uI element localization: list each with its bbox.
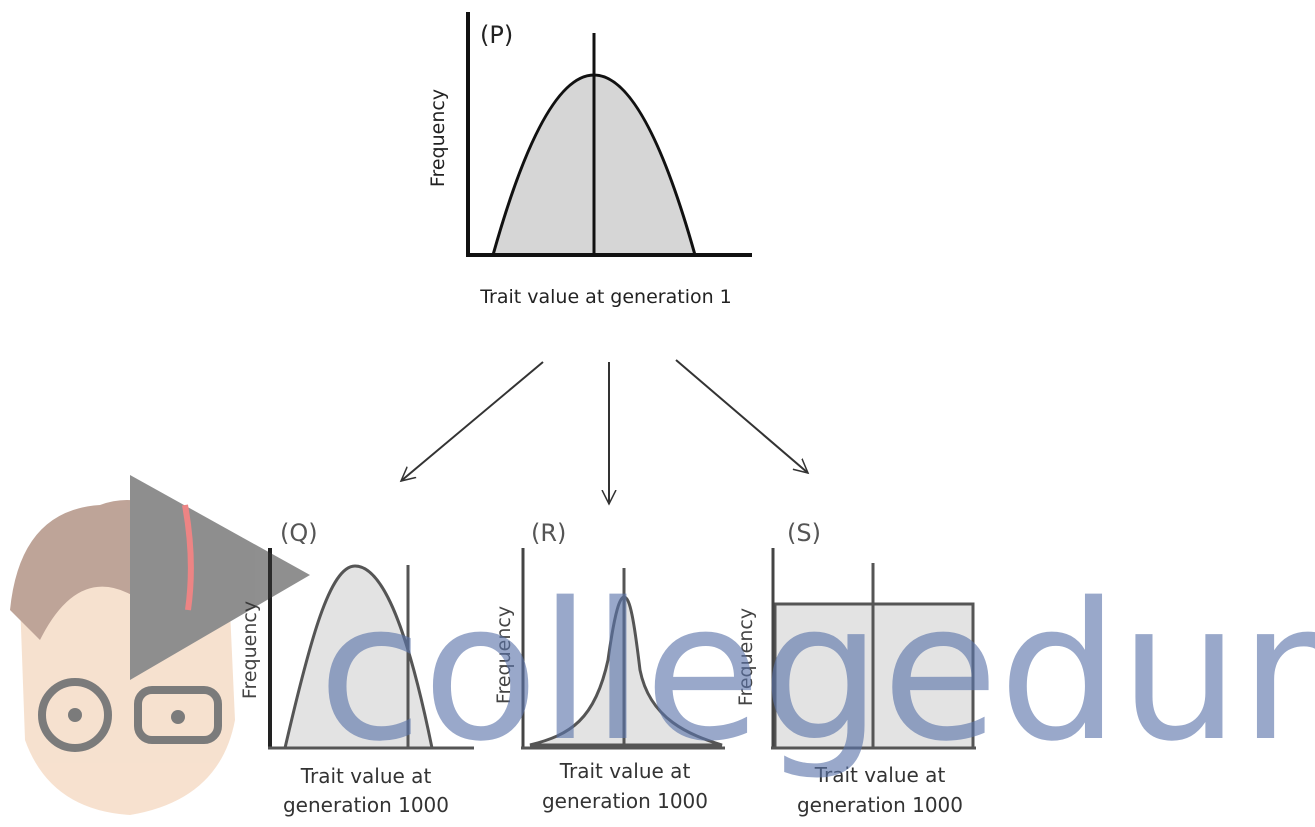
- x-axis-label: generation 1000: [797, 793, 963, 817]
- arrow: [401, 361, 544, 481]
- panel-label: (R): [531, 519, 566, 547]
- x-axis-label: Trait value at: [300, 764, 432, 788]
- x-axis-label: generation 1000: [283, 793, 449, 817]
- panel-label: (P): [480, 21, 513, 49]
- x-axis-label: Trait value at: [559, 759, 691, 783]
- x-axis-label: Trait value at: [814, 763, 946, 787]
- watermark: collegedunia: [318, 562, 1315, 783]
- panel-label: (Q): [280, 519, 318, 547]
- panel-label: (S): [787, 519, 821, 547]
- mascot: [10, 475, 310, 815]
- panel-q: (Q) Frequency Trait value at generation …: [239, 519, 474, 817]
- y-axis-label: Frequency: [239, 601, 261, 699]
- x-axis-label: Trait value at generation 1: [479, 286, 732, 308]
- x-axis-label: generation 1000: [542, 789, 708, 813]
- panel-s: (S) Frequency Trait value at generation …: [735, 519, 976, 817]
- panel-r: (R) Frequency Trait value at generation …: [493, 519, 725, 813]
- arrow: [675, 359, 808, 473]
- panel-p: (P) Frequency Trait value at generation …: [427, 12, 752, 308]
- y-axis-label: Frequency: [735, 608, 757, 706]
- y-axis-label: Frequency: [493, 606, 515, 704]
- distribution: [283, 564, 434, 750]
- y-axis-label: Frequency: [427, 89, 449, 187]
